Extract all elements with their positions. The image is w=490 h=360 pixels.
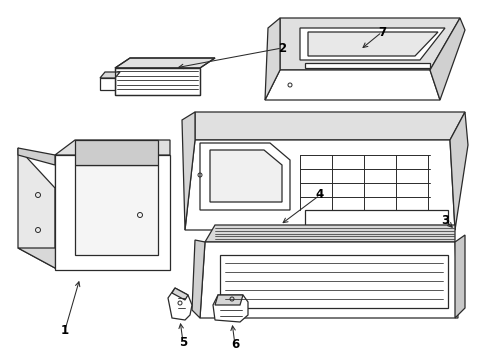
Polygon shape (182, 112, 195, 230)
Polygon shape (55, 155, 170, 270)
Text: 7: 7 (378, 26, 386, 39)
Polygon shape (215, 295, 243, 305)
Polygon shape (450, 112, 468, 230)
Polygon shape (192, 240, 205, 318)
Polygon shape (75, 165, 158, 255)
Polygon shape (455, 235, 465, 318)
Text: 3: 3 (441, 213, 449, 226)
Text: 5: 5 (179, 336, 187, 348)
Polygon shape (265, 18, 280, 100)
Polygon shape (430, 18, 465, 100)
Polygon shape (75, 140, 158, 165)
Polygon shape (168, 288, 192, 320)
Polygon shape (200, 143, 290, 210)
Polygon shape (280, 18, 460, 70)
Polygon shape (100, 78, 115, 90)
Text: 1: 1 (61, 324, 69, 337)
Polygon shape (308, 32, 438, 56)
Polygon shape (18, 148, 55, 165)
Text: 2: 2 (278, 41, 286, 54)
Polygon shape (220, 255, 448, 308)
Text: 6: 6 (231, 338, 239, 351)
Polygon shape (18, 148, 55, 268)
Polygon shape (172, 288, 188, 300)
Polygon shape (265, 70, 440, 100)
Polygon shape (18, 248, 130, 268)
Polygon shape (210, 150, 282, 202)
Polygon shape (55, 140, 170, 155)
Polygon shape (55, 165, 75, 268)
Polygon shape (185, 140, 455, 230)
Polygon shape (305, 63, 430, 68)
Polygon shape (305, 210, 448, 225)
Polygon shape (115, 58, 215, 68)
Polygon shape (115, 68, 200, 95)
Polygon shape (100, 72, 120, 78)
Polygon shape (205, 225, 455, 242)
Polygon shape (200, 242, 458, 318)
Polygon shape (213, 295, 248, 322)
Text: 4: 4 (316, 189, 324, 202)
Polygon shape (300, 28, 445, 60)
Polygon shape (195, 112, 465, 140)
